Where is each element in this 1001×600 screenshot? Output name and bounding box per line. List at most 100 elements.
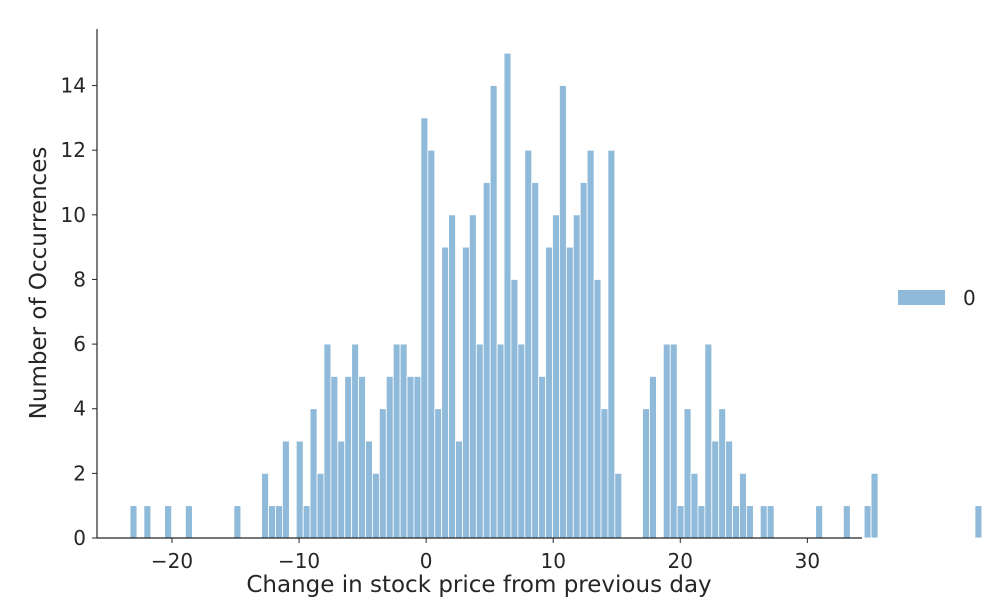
- histogram-bar: [468, 214, 477, 539]
- x-tick-label: 30: [795, 549, 820, 573]
- histogram-bar: [517, 343, 526, 539]
- histogram-bar: [295, 440, 304, 539]
- histogram-bar: [344, 376, 353, 539]
- histogram-bar: [586, 149, 595, 539]
- histogram-bar: [538, 376, 546, 539]
- histogram-bar: [718, 408, 727, 539]
- histogram-bar: [427, 149, 436, 539]
- y-ticks: 0 2 4 6 8 10 12 14: [61, 74, 97, 550]
- histogram-bar: [662, 343, 671, 539]
- y-tick-label: 0: [73, 526, 86, 550]
- histogram-bar: [711, 440, 720, 539]
- x-tick-label: 10: [540, 549, 565, 573]
- histogram-bar: [275, 505, 283, 539]
- y-tick-label: 14: [61, 74, 86, 98]
- legend-swatch: [898, 290, 945, 305]
- histogram-bar: [614, 472, 623, 539]
- histogram-bar: [372, 472, 380, 539]
- histogram-bar: [524, 149, 533, 539]
- histogram-bar: [392, 343, 401, 539]
- histogram-bar: [233, 505, 242, 539]
- histogram-bar: [268, 505, 276, 539]
- histogram-bar: [732, 505, 740, 539]
- x-tick-label: 20: [668, 549, 693, 573]
- histogram-bar: [559, 85, 567, 539]
- histogram-bar: [510, 279, 519, 539]
- histogram-bar: [766, 505, 775, 539]
- y-axis-title: Number of Occurrences: [26, 147, 52, 420]
- histogram-bar: [593, 279, 602, 539]
- histogram-bar: [164, 505, 172, 539]
- histogram-bar: [870, 472, 879, 539]
- histogram-bar: [282, 440, 290, 539]
- histogram-bar: [399, 343, 408, 539]
- histogram-bar: [413, 376, 422, 539]
- y-tick-label: 10: [61, 203, 86, 227]
- histogram-bar: [261, 472, 269, 539]
- histogram-bar: [385, 376, 394, 539]
- histogram-bar: [642, 408, 650, 539]
- x-tick-label: 0: [420, 549, 433, 573]
- histogram-bar: [600, 408, 609, 539]
- histogram-bar: [378, 408, 387, 539]
- histogram-bar: [302, 505, 311, 539]
- y-tick-label: 12: [61, 138, 86, 162]
- y-tick-label: 2: [73, 461, 86, 485]
- histogram-bar: [316, 472, 325, 539]
- histogram-bar: [704, 343, 713, 539]
- histogram-bar: [351, 343, 359, 539]
- histogram-bar: [489, 85, 498, 539]
- histogram-bar: [455, 440, 463, 539]
- histogram-bar: [185, 505, 193, 539]
- histogram-bar: [330, 376, 339, 539]
- x-ticks: −20 −10 0 10 20 30: [151, 538, 820, 573]
- histogram-bar: [309, 408, 318, 539]
- x-axis-title: Change in stock price from previous day: [246, 572, 711, 598]
- histogram-bar: [365, 440, 373, 539]
- histogram-bar: [420, 117, 429, 539]
- histogram-bar: [815, 505, 824, 539]
- histogram-bar: [690, 472, 699, 539]
- histogram-bar: [462, 246, 470, 539]
- bars-layer: [129, 52, 983, 539]
- y-tick-label: 8: [73, 267, 86, 291]
- histogram-bar: [842, 505, 851, 539]
- histogram-bar: [323, 343, 332, 539]
- histogram-bar: [739, 472, 747, 539]
- histogram-bar: [676, 505, 685, 539]
- histogram-bar: [683, 408, 692, 539]
- histogram-bar: [607, 149, 616, 539]
- histogram-bar: [448, 214, 456, 539]
- histogram-bar: [974, 505, 983, 539]
- histogram-bar: [579, 182, 588, 539]
- x-tick-label: −10: [278, 549, 320, 573]
- histogram-bar: [572, 214, 581, 539]
- histogram-bar: [725, 440, 733, 539]
- histogram-bar: [441, 246, 450, 539]
- histogram-bar: [434, 408, 443, 539]
- axes-layer: [96, 29, 862, 539]
- histogram-bar: [669, 343, 678, 539]
- legend-label: 0: [963, 286, 976, 310]
- histogram-bar: [482, 182, 491, 539]
- histogram-bar: [552, 214, 560, 539]
- histogram-bar: [406, 376, 415, 539]
- histogram-bar: [475, 343, 484, 539]
- y-tick-label: 6: [73, 332, 86, 356]
- histogram-bar: [337, 440, 346, 539]
- histogram-bar: [496, 343, 505, 539]
- histogram-bar: [649, 376, 657, 539]
- histogram-bar: [503, 52, 512, 539]
- histogram-bar: [565, 246, 574, 539]
- legend: 0: [898, 286, 976, 310]
- histogram-bar: [143, 505, 152, 539]
- y-tick-label: 4: [73, 397, 86, 421]
- histogram-bar: [129, 505, 138, 539]
- histogram-bar: [863, 505, 872, 539]
- histogram-bar: [531, 182, 540, 539]
- histogram-bar: [746, 505, 754, 539]
- histogram-bar: [759, 505, 768, 539]
- x-tick-label: −20: [151, 549, 193, 573]
- histogram-bar: [545, 246, 553, 539]
